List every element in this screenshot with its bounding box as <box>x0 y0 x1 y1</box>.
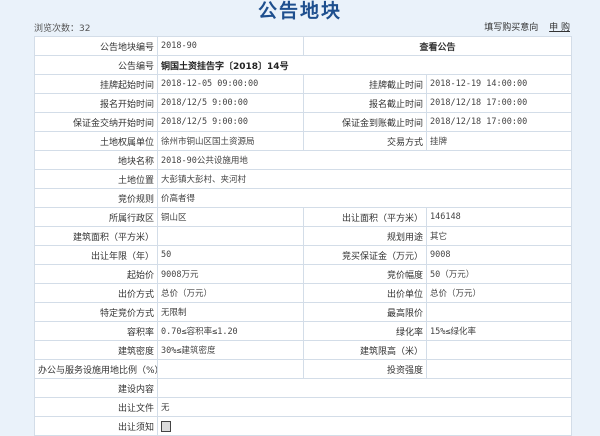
field-value: 30%≤建筑密度 <box>157 340 304 360</box>
field-label: 挂牌截止时间 <box>303 74 427 94</box>
field-value <box>156 378 573 398</box>
page-title: 公告地块 <box>257 0 342 22</box>
field-label: 建筑限高（米） <box>303 340 427 360</box>
field-label: 最高限价 <box>303 302 427 322</box>
table-row: 挂牌起始时间 2018-12-05 09:00:00 挂牌截止时间 2018-12-1… <box>34 74 573 94</box>
field-value: 2018/12/18 17:00:00 <box>425 93 573 113</box>
field-value: 2018-90公共设施用地 <box>156 150 573 170</box>
table-row: 容积率 0.70≤容积率≤1.20 绿化率 15%≤绿化率 <box>34 321 573 341</box>
field-value: 大彭镇大彭村、夹河村 <box>156 169 573 189</box>
table-row: 土地位置 大彭镇大彭村、夹河村 <box>34 169 573 189</box>
table-row: 竞价规则 价高者得 <box>34 188 573 208</box>
field-value <box>425 302 573 322</box>
table-row: 出价方式 总价（万元） 出价单位 总价（万元） <box>34 283 573 303</box>
field-label: 建筑面积（平方米） <box>34 226 158 246</box>
field-value: 总价（万元） <box>157 283 304 303</box>
field-label: 投资强度 <box>303 359 427 379</box>
field-label: 保证金交纳开始时间 <box>34 112 158 132</box>
apply-link[interactable]: 申 购 <box>549 23 570 33</box>
field-label: 出让须知 <box>34 416 158 436</box>
field-value <box>425 359 573 379</box>
field-value <box>157 359 304 379</box>
field-value: 15%≤绿化率 <box>425 321 573 341</box>
field-value: 铜山区 <box>157 207 304 227</box>
table-row: 出让须知 <box>34 416 573 436</box>
table-row: 起始价 9008万元 竞价幅度 50（万元） <box>34 264 573 284</box>
field-label: 办公与服务设施用地比例（%） <box>34 359 158 379</box>
field-label: 出让年限（年） <box>34 245 158 265</box>
field-value: 2018-12-19 14:00:00 <box>425 74 573 94</box>
field-label: 保证金到账截止时间 <box>303 112 427 132</box>
field-label: 出让面积（平方米） <box>303 207 427 227</box>
field-label: 土地位置 <box>34 169 158 189</box>
table-row: 建设内容 <box>34 378 573 398</box>
table-row: 报名开始时间 2018/12/5 9:00:00 报名截止时间 2018/12/18 … <box>34 93 573 113</box>
table-row: 建筑面积（平方米） 规划用途 其它 <box>34 226 573 246</box>
field-label: 所属行政区 <box>34 207 158 227</box>
field-value: 146148 <box>425 207 573 227</box>
field-value: 50（万元） <box>425 264 573 284</box>
view-count: 浏览次数：32 <box>34 24 91 34</box>
table-row: 地块名称 2018-90公共设施用地 <box>34 150 573 170</box>
field-value: 2018/12/5 9:00:00 <box>157 93 304 113</box>
field-label: 交易方式 <box>303 131 427 151</box>
field-label: 公告编号 <box>34 55 158 75</box>
purchase-intent-link[interactable]: 填写购买意向 <box>484 23 539 33</box>
field-label: 挂牌起始时间 <box>34 74 158 94</box>
field-label: 竞价规则 <box>34 188 158 208</box>
field-label: 出价单位 <box>303 283 427 303</box>
field-value <box>156 416 573 436</box>
table-row: 土地权属单位 徐州市铜山区国土资源局 交易方式 挂牌 <box>34 131 573 151</box>
field-value <box>425 340 573 360</box>
table-row: 公告编号 铜国土资挂告字〔2018〕14号 <box>34 55 573 75</box>
table-row: 建筑密度 30%≤建筑密度 建筑限高（米） <box>34 340 573 360</box>
field-value: 9008 <box>425 245 573 265</box>
field-value: 0.70≤容积率≤1.20 <box>157 321 304 341</box>
field-label: 出价方式 <box>34 283 158 303</box>
field-label: 容积率 <box>34 321 158 341</box>
field-value: 2018-12-05 09:00:00 <box>157 74 304 94</box>
field-value: 徐州市铜山区国土资源局 <box>157 131 304 151</box>
field-value: 2018/12/5 9:00:00 <box>157 112 304 132</box>
parcel-info-table: 公告地块编号 2018-90 查看公告 公告编号 铜国土资挂告字〔2018〕14号 挂牌起… <box>34 36 573 436</box>
table-row: 特定竞价方式 无限制 最高限价 <box>34 302 573 322</box>
field-label: 竞买保证金（万元） <box>303 245 427 265</box>
view-notice-button[interactable]: 查看公告 <box>302 36 573 56</box>
table-row: 办公与服务设施用地比例（%） 投资强度 <box>34 359 573 379</box>
field-label: 土地权属单位 <box>34 131 158 151</box>
field-value <box>157 226 304 246</box>
field-value: 无限制 <box>157 302 304 322</box>
document-icon[interactable] <box>161 420 171 432</box>
table-row: 公告地块编号 2018-90 查看公告 <box>34 36 573 56</box>
field-label: 建筑密度 <box>34 340 158 360</box>
field-label: 绿化率 <box>303 321 427 341</box>
field-value: 无 <box>156 397 573 417</box>
field-label: 特定竞价方式 <box>34 302 158 322</box>
top-links: 填写购买意向 申 购 <box>476 20 570 33</box>
field-value: 其它 <box>425 226 573 246</box>
field-label: 报名截止时间 <box>303 93 427 113</box>
field-value: 铜国土资挂告字〔2018〕14号 <box>156 55 573 75</box>
table-row: 出让年限（年） 50 竞买保证金（万元） 9008 <box>34 245 573 265</box>
table-row: 所属行政区 铜山区 出让面积（平方米） 146148 <box>34 207 573 227</box>
field-value: 50 <box>157 245 304 265</box>
field-value: 2018-90 <box>157 36 304 56</box>
field-label: 地块名称 <box>34 150 158 170</box>
field-label: 报名开始时间 <box>34 93 158 113</box>
field-value: 总价（万元） <box>425 283 573 303</box>
field-value: 9008万元 <box>157 264 304 284</box>
field-label: 规划用途 <box>303 226 427 246</box>
field-label: 起始价 <box>34 264 158 284</box>
table-row: 保证金交纳开始时间 2018/12/5 9:00:00 保证金到账截止时间 2018/… <box>34 112 573 132</box>
field-label: 公告地块编号 <box>34 36 158 56</box>
field-value: 价高者得 <box>156 188 573 208</box>
field-value: 挂牌 <box>425 131 573 151</box>
table-row: 出让文件无 <box>34 397 573 417</box>
field-label: 竞价幅度 <box>303 264 427 284</box>
field-value: 2018/12/18 17:00:00 <box>425 112 573 132</box>
field-label: 建设内容 <box>34 378 158 398</box>
field-label: 出让文件 <box>34 397 158 417</box>
